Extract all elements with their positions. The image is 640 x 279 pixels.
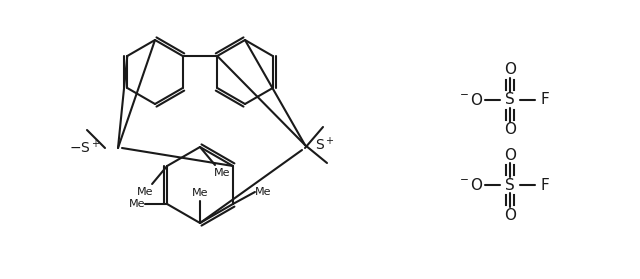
Text: Me: Me xyxy=(192,188,208,198)
Text: O: O xyxy=(504,148,516,162)
Text: $^-$O: $^-$O xyxy=(456,92,483,108)
Text: S: S xyxy=(505,177,515,193)
Text: O: O xyxy=(504,62,516,78)
Text: Me: Me xyxy=(255,187,271,197)
Text: S: S xyxy=(505,93,515,107)
Text: O: O xyxy=(504,208,516,222)
Text: Me: Me xyxy=(129,199,145,209)
Text: Me: Me xyxy=(214,168,230,178)
Text: S$^+$: S$^+$ xyxy=(315,136,335,154)
Text: Me: Me xyxy=(137,187,154,197)
Text: F: F xyxy=(541,177,549,193)
Text: $^-$O: $^-$O xyxy=(456,177,483,193)
Text: $-$S$^+$: $-$S$^+$ xyxy=(68,139,100,157)
Text: O: O xyxy=(504,122,516,138)
Text: F: F xyxy=(541,93,549,107)
